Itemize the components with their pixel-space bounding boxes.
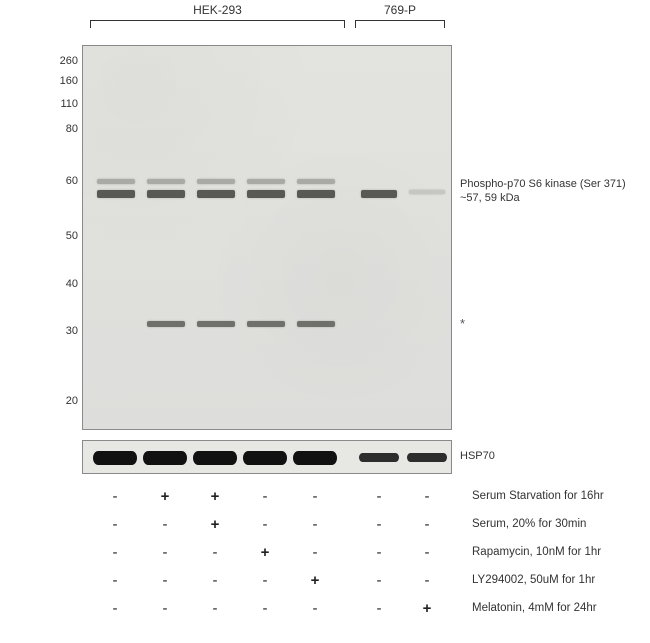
nonspecific-asterisk: *: [460, 316, 465, 331]
band: [247, 179, 285, 184]
treat-sym: -: [408, 572, 446, 589]
band: [197, 190, 235, 198]
treat-label: LY294002, 50uM for 1hr: [472, 574, 595, 586]
treat-sym: -: [196, 600, 234, 617]
treat-sym: -: [296, 488, 334, 505]
hsp-band: [143, 451, 187, 465]
treat-sym: -: [96, 544, 134, 561]
treat-sym: +: [196, 488, 234, 505]
treat-sym: -: [360, 600, 398, 617]
band: [147, 179, 185, 184]
treat-sym: -: [408, 544, 446, 561]
treat-sym: +: [408, 600, 446, 617]
treat-sym: -: [408, 488, 446, 505]
band-row-59kda: [83, 179, 451, 189]
loading-control-label: HSP70: [460, 450, 495, 462]
treat-sym: -: [246, 516, 284, 533]
mw-50: 50: [48, 230, 78, 242]
band: [97, 190, 135, 198]
target-label-line2: ~57, 59 kDa: [460, 192, 520, 204]
band: [297, 190, 335, 198]
hsp-band: [293, 451, 337, 465]
treat-sym: +: [246, 544, 284, 561]
hsp-band: [243, 451, 287, 465]
blot-background: [83, 46, 451, 429]
band-row-57kda: [83, 190, 451, 200]
treat-sym: -: [408, 516, 446, 533]
mw-40: 40: [48, 278, 78, 290]
western-blot-main: [82, 45, 452, 430]
treat-label: Serum Starvation for 16hr: [472, 490, 604, 502]
band: [297, 179, 335, 184]
treat-row: - - - - - - + Melatonin, 4mM for 24hr: [82, 597, 642, 625]
target-label-line1: Phospho-p70 S6 kinase (Ser 371): [460, 178, 626, 190]
treat-sym: -: [246, 572, 284, 589]
treat-sym: -: [146, 600, 184, 617]
mw-110: 110: [48, 98, 78, 110]
mw-20: 20: [48, 395, 78, 407]
mw-260: 260: [48, 55, 78, 67]
hsp-band: [193, 451, 237, 465]
treat-sym: -: [96, 572, 134, 589]
treat-sym: -: [246, 600, 284, 617]
hsp-band: [359, 453, 399, 462]
treat-sym: -: [246, 488, 284, 505]
treat-sym: -: [96, 488, 134, 505]
treat-sym: -: [146, 572, 184, 589]
band: [247, 190, 285, 198]
treat-label: Serum, 20% for 30min: [472, 518, 586, 530]
treat-sym: -: [360, 488, 398, 505]
band-row-30kda: [83, 321, 451, 331]
band: [361, 190, 397, 198]
bracket-hek: [90, 20, 345, 38]
band: [409, 190, 445, 194]
treat-sym: -: [360, 516, 398, 533]
treat-sym: +: [296, 572, 334, 589]
band: [197, 179, 235, 184]
treat-sym: -: [196, 544, 234, 561]
bracket-769p: [355, 20, 445, 38]
treat-sym: -: [360, 572, 398, 589]
band: [97, 179, 135, 184]
band: [147, 190, 185, 198]
cellline-hek-label: HEK-293: [90, 3, 345, 17]
treat-row: - - - + - - - Rapamycin, 10nM for 1hr: [82, 541, 642, 569]
hsp-band: [93, 451, 137, 465]
band: [297, 321, 335, 327]
mw-60: 60: [48, 175, 78, 187]
treat-sym: -: [196, 572, 234, 589]
treat-row: - - + - - - - Serum, 20% for 30min: [82, 513, 642, 541]
hsp-band: [407, 453, 447, 462]
treat-sym: -: [296, 600, 334, 617]
treat-sym: -: [146, 544, 184, 561]
treat-sym: -: [96, 600, 134, 617]
treat-sym: -: [296, 544, 334, 561]
treat-sym: -: [96, 516, 134, 533]
band: [247, 321, 285, 327]
treat-row: - - - - + - - LY294002, 50uM for 1hr: [82, 569, 642, 597]
cellline-769p-label: 769-P: [355, 3, 445, 17]
mw-160: 160: [48, 75, 78, 87]
treat-sym: -: [296, 516, 334, 533]
western-blot-hsp70: [82, 440, 452, 474]
band: [197, 321, 235, 327]
mw-80: 80: [48, 123, 78, 135]
treat-label: Melatonin, 4mM for 24hr: [472, 602, 597, 614]
treat-sym: -: [146, 516, 184, 533]
mw-30: 30: [48, 325, 78, 337]
treat-sym: +: [196, 516, 234, 533]
treat-label: Rapamycin, 10nM for 1hr: [472, 546, 601, 558]
treat-sym: +: [146, 488, 184, 505]
treat-sym: -: [360, 544, 398, 561]
treatment-table: - + + - - - - Serum Starvation for 16hr …: [82, 485, 642, 625]
band: [147, 321, 185, 327]
treat-row: - + + - - - - Serum Starvation for 16hr: [82, 485, 642, 513]
